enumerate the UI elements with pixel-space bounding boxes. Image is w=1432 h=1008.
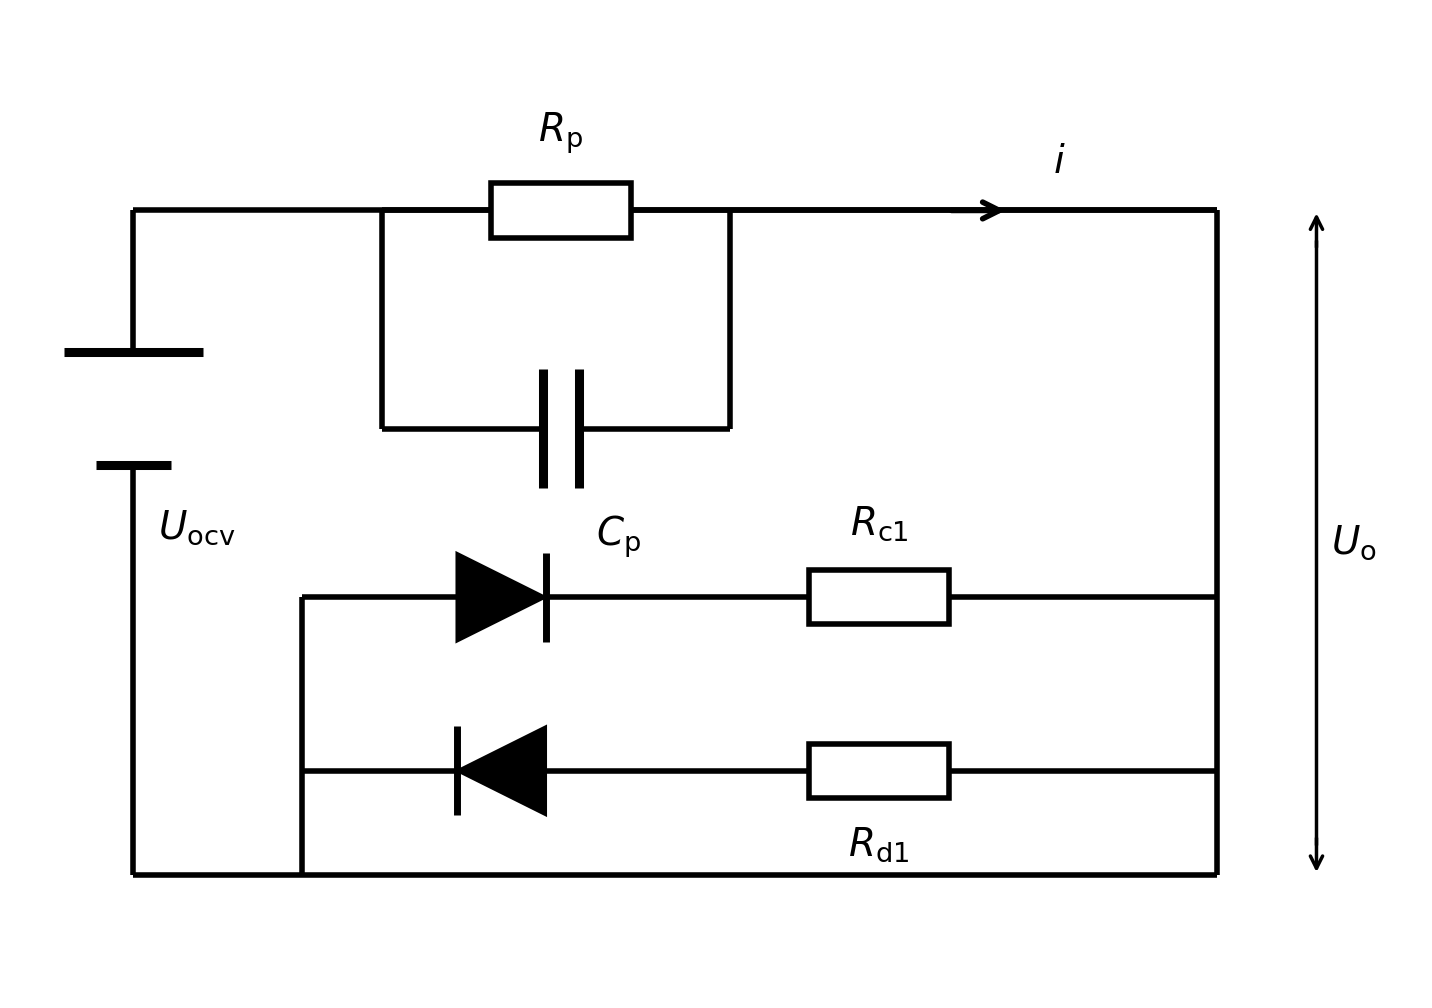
Text: $R_{\rm c1}$: $R_{\rm c1}$ (849, 504, 908, 542)
Bar (809, 570, 948, 625)
Bar (491, 183, 630, 238)
Polygon shape (457, 726, 546, 815)
Text: $i$: $i$ (1053, 144, 1065, 180)
Text: $U_{\rm ocv}$: $U_{\rm ocv}$ (159, 508, 236, 546)
Bar (809, 744, 948, 798)
Text: $R_{\rm p}$: $R_{\rm p}$ (538, 110, 583, 156)
Polygon shape (457, 552, 546, 642)
Text: $R_{\rm d1}$: $R_{\rm d1}$ (849, 826, 909, 864)
Text: $C_{\rm p}$: $C_{\rm p}$ (596, 513, 640, 559)
Text: $U_{\rm o}$: $U_{\rm o}$ (1332, 523, 1378, 562)
